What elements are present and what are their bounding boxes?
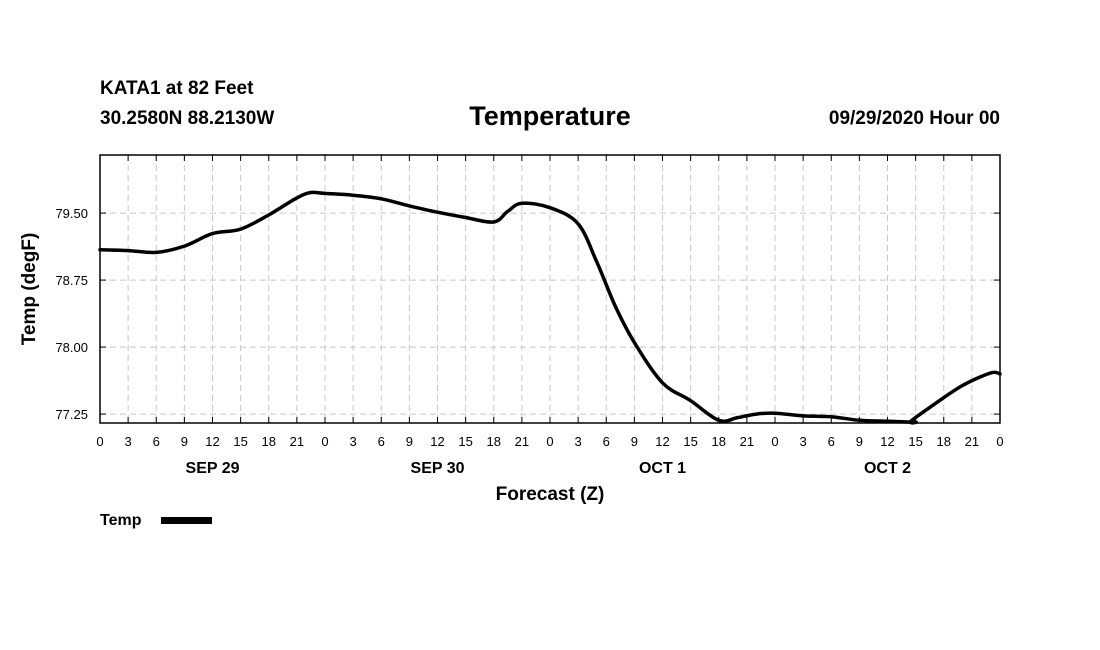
x-tick-label: 21 — [515, 434, 529, 449]
x-tick-label: 0 — [96, 434, 103, 449]
x-tick-label: 9 — [856, 434, 863, 449]
chart-title: Temperature — [469, 101, 631, 131]
run-time-label: 09/29/2020 Hour 00 — [829, 108, 1000, 129]
day-label: SEP 29 — [186, 460, 240, 477]
x-tick-label: 18 — [712, 434, 726, 449]
y-axis-title: Temp (degF) — [19, 233, 40, 346]
x-tick-label: 6 — [153, 434, 160, 449]
day-label: SEP 30 — [411, 460, 465, 477]
y-tick-labels: 79.50 78.75 78.00 77.25 — [55, 206, 88, 422]
day-label: OCT 2 — [864, 460, 911, 477]
x-tick-labels: 0 3 6 9 12 15 18 21 0 3 6 9 12 15 18 21 0 3 6 9 12 15 18 21 0 3 6 9… — [96, 434, 1003, 449]
location-label: 30.2580N 88.2130W — [100, 108, 274, 129]
x-tick-label: 6 — [378, 434, 385, 449]
day-labels: SEP 29 SEP 30 OCT 1 OCT 2 — [186, 460, 912, 477]
x-tick-label: 12 — [880, 434, 894, 449]
plot-frame — [99, 154, 1001, 424]
x-tick-label: 9 — [631, 434, 638, 449]
x-tick-label: 21 — [965, 434, 979, 449]
x-tick-label: 18 — [262, 434, 276, 449]
x-tick-label: 12 — [205, 434, 219, 449]
legend-swatch-temp — [161, 517, 212, 524]
x-tick-label: 12 — [655, 434, 669, 449]
x-tick-label: 3 — [800, 434, 807, 449]
x-tick-label: 15 — [908, 434, 922, 449]
x-tick-label: 3 — [125, 434, 132, 449]
x-tick-label: 3 — [575, 434, 582, 449]
legend: Temp — [100, 512, 212, 529]
y-tick-label: 79.50 — [55, 206, 88, 221]
x-tick-label: 0 — [771, 434, 778, 449]
x-tick-label: 21 — [740, 434, 754, 449]
x-tick-label: 9 — [406, 434, 413, 449]
grid-lines — [100, 155, 1000, 423]
legend-label-temp: Temp — [100, 512, 142, 529]
x-tick-label: 9 — [181, 434, 188, 449]
x-tick-label: 15 — [683, 434, 697, 449]
x-tick-label: 18 — [487, 434, 501, 449]
x-axis-title: Forecast (Z) — [496, 484, 605, 505]
x-tick-label: 0 — [996, 434, 1003, 449]
x-tick-label: 6 — [828, 434, 835, 449]
x-tick-label: 12 — [430, 434, 444, 449]
x-tick-label: 15 — [233, 434, 247, 449]
x-tick-label: 18 — [937, 434, 951, 449]
x-tick-label: 3 — [350, 434, 357, 449]
x-tick-label: 21 — [290, 434, 304, 449]
day-label: OCT 1 — [639, 460, 686, 477]
y-tick-label: 78.75 — [55, 273, 88, 288]
x-tick-label: 6 — [603, 434, 610, 449]
x-tick-label: 0 — [546, 434, 553, 449]
station-label: KATA1 at 82 Feet — [100, 78, 254, 99]
y-tick-label: 78.00 — [55, 340, 88, 355]
x-tick-label: 15 — [458, 434, 472, 449]
y-tick-label: 77.25 — [55, 407, 88, 422]
temp-series-line — [98, 190, 1002, 425]
x-tick-label: 0 — [321, 434, 328, 449]
